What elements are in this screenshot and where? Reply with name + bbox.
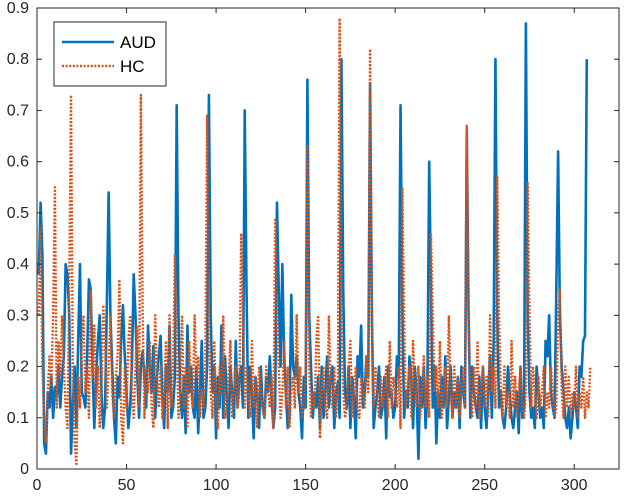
- x-tick-label: 100: [203, 477, 230, 494]
- y-tick-label: 0.7: [7, 102, 29, 119]
- x-tick-label: 50: [118, 477, 136, 494]
- x-tick-label: 150: [292, 477, 319, 494]
- x-tick-label: 300: [561, 477, 588, 494]
- y-tick-label: 0.2: [7, 359, 29, 376]
- y-tick-label: 0.4: [7, 256, 29, 273]
- ticks-layer: 0 50 100 150 200 250 300 0 0.1 0.2 0.3 0.4 0.5 0.6 0.7…: [7, 0, 619, 494]
- legend-label-aud: AUD: [120, 33, 156, 52]
- series-line-hc: [37, 17, 592, 466]
- y-tick-label: 0: [20, 461, 29, 478]
- y-tick-label: 0.5: [7, 205, 29, 222]
- y-tick-label: 0.9: [7, 0, 29, 17]
- series-layer: [37, 17, 592, 466]
- y-tick-label: 0.3: [7, 307, 29, 324]
- legend: AUD HC: [53, 21, 167, 87]
- x-tick-label: 250: [471, 477, 498, 494]
- series-line-aud: [37, 22, 589, 461]
- y-tick-label: 0.1: [7, 410, 29, 427]
- x-tick-label: 0: [33, 477, 42, 494]
- y-tick-label: 0.8: [7, 51, 29, 68]
- y-tick-label: 0.6: [7, 154, 29, 171]
- x-tick-label: 200: [382, 477, 409, 494]
- plot-frame: [36, 7, 620, 470]
- legend-box: [53, 21, 167, 87]
- legend-label-hc: HC: [120, 57, 145, 76]
